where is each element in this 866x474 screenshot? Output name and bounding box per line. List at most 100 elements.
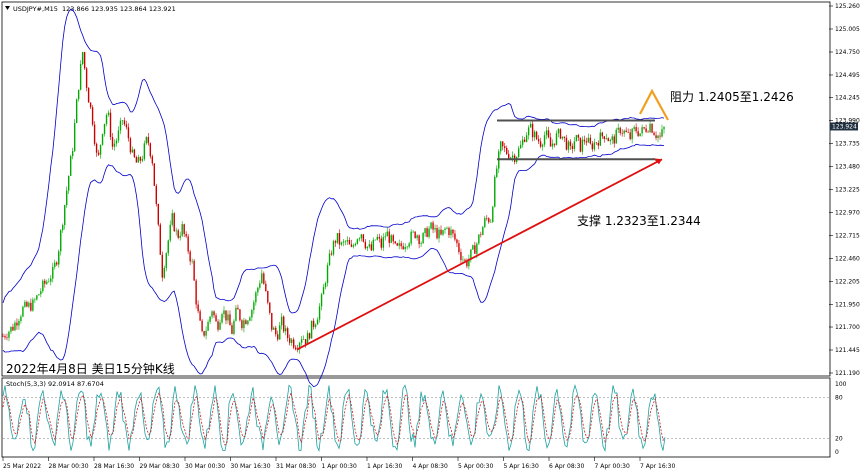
candle-body xyxy=(22,306,24,317)
candle xyxy=(500,140,502,155)
candle xyxy=(189,249,191,266)
candle xyxy=(418,234,420,249)
time-tick-label: 4 Apr 08:30 xyxy=(413,463,448,470)
candle xyxy=(255,290,257,306)
candle-body xyxy=(490,221,492,223)
candle xyxy=(573,136,576,152)
candle-body xyxy=(247,320,249,325)
candle xyxy=(647,130,649,133)
candle-body xyxy=(388,231,390,243)
candle xyxy=(623,129,625,137)
candle-body xyxy=(271,312,273,330)
candle-body xyxy=(201,320,203,332)
candle-body xyxy=(253,302,255,311)
candle-body xyxy=(50,278,52,282)
candle xyxy=(609,138,611,145)
candle xyxy=(438,226,440,243)
candle xyxy=(557,128,560,138)
candle-body xyxy=(177,230,179,238)
candle-body xyxy=(308,333,311,339)
stoch-tick-label: 80 xyxy=(835,395,843,402)
candle xyxy=(71,147,74,160)
candle-body xyxy=(599,132,601,146)
candle xyxy=(263,271,265,285)
candle-body xyxy=(4,336,6,338)
candle-body xyxy=(225,310,227,321)
candle-body xyxy=(603,136,605,140)
candle-body xyxy=(370,244,373,251)
candle xyxy=(525,132,528,143)
candle xyxy=(452,229,454,238)
candle xyxy=(354,242,357,247)
candle-body xyxy=(657,135,659,139)
candle xyxy=(384,232,386,241)
candle xyxy=(358,237,361,242)
candle-body xyxy=(466,260,468,267)
candle-body xyxy=(384,236,386,238)
chart-caption: 2022年4月8日 美日15分钟K线 xyxy=(6,361,175,376)
candle-body xyxy=(123,120,126,125)
price-tick-label: 123.990 xyxy=(835,118,860,125)
candle xyxy=(265,280,267,292)
candle-body xyxy=(619,127,621,134)
stoch-signal-line xyxy=(2,391,666,446)
price-tick-label: 125.260 xyxy=(835,3,860,10)
candle-body xyxy=(647,131,649,133)
candle xyxy=(117,126,120,143)
candle-body xyxy=(81,52,84,65)
candle xyxy=(105,113,108,127)
candle xyxy=(617,123,619,134)
candle xyxy=(601,131,603,139)
candle xyxy=(267,290,269,305)
candle-body xyxy=(442,230,444,235)
candle xyxy=(243,317,245,333)
candle xyxy=(123,117,126,127)
dropdown-triangle-icon[interactable] xyxy=(5,6,10,10)
candle-body xyxy=(125,124,128,128)
candle-body xyxy=(135,157,138,163)
candle xyxy=(62,223,64,233)
current-price-box xyxy=(830,122,858,131)
candle-body xyxy=(54,262,56,267)
candle xyxy=(380,235,382,251)
candle xyxy=(492,205,494,224)
candle xyxy=(551,139,554,150)
candle-body xyxy=(436,228,438,239)
candle xyxy=(404,243,406,253)
candle-body xyxy=(93,124,96,144)
candle xyxy=(287,326,289,342)
candle-body xyxy=(402,246,404,250)
candle xyxy=(207,319,209,331)
candle-body xyxy=(215,315,217,322)
candle xyxy=(183,223,185,238)
candle-body xyxy=(259,283,261,288)
candle xyxy=(233,319,235,336)
candle xyxy=(621,129,623,137)
candle xyxy=(155,183,158,207)
candle xyxy=(119,117,122,135)
candle xyxy=(593,138,596,152)
candle xyxy=(68,175,70,195)
price-tick-label: 124.245 xyxy=(835,95,860,102)
candle xyxy=(408,242,410,249)
candle-body xyxy=(539,141,542,147)
candle xyxy=(97,149,100,156)
candle-body xyxy=(593,142,596,150)
candle xyxy=(113,139,116,151)
candle xyxy=(171,209,173,227)
time-tick-label: 1 Apr 00:30 xyxy=(322,463,357,470)
candle xyxy=(625,127,627,133)
price-tick-label: 122.970 xyxy=(835,209,860,216)
candle xyxy=(151,154,154,166)
candle-body xyxy=(623,130,625,134)
candle xyxy=(615,127,617,144)
candle-body xyxy=(597,142,600,146)
candle-body xyxy=(169,224,171,241)
candle-body xyxy=(627,132,629,133)
candle xyxy=(300,336,303,346)
candle xyxy=(468,254,470,270)
candle-body xyxy=(42,280,44,292)
candle xyxy=(348,237,351,245)
candle xyxy=(294,345,297,351)
candle-body xyxy=(374,239,377,241)
